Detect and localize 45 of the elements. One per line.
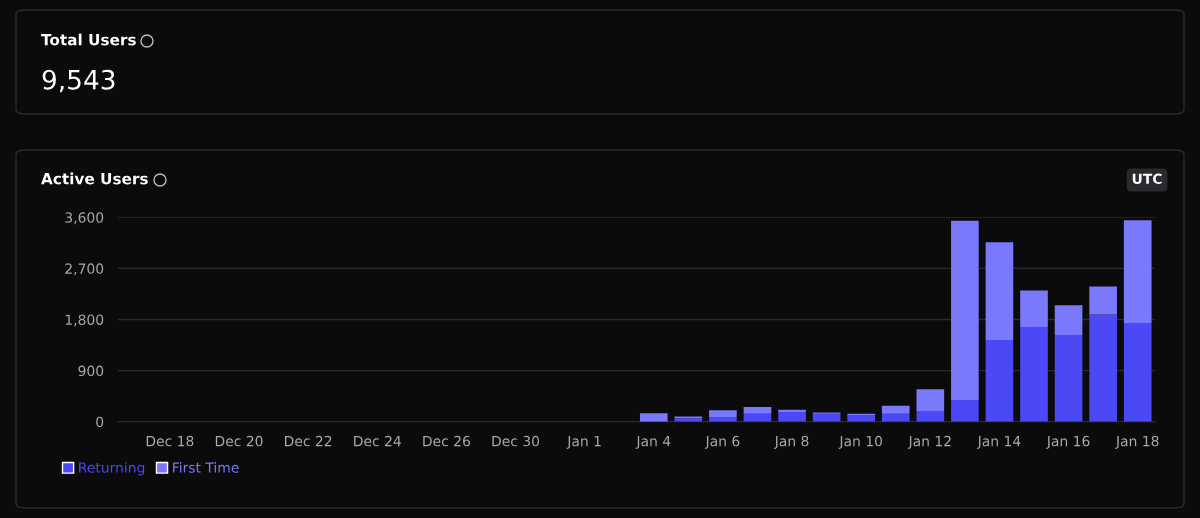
y-tick-label: 3,600 [65, 212, 104, 225]
x-tick-label: Jan 1 [566, 436, 601, 449]
bar [1089, 314, 1117, 422]
bar [951, 220, 979, 401]
y-tick-label: 0 [96, 416, 104, 428]
bar [1123, 323, 1152, 422]
bar [881, 405, 910, 414]
bar [1020, 327, 1048, 422]
x-tick-label: Jan 8 [774, 435, 809, 449]
bar [639, 413, 668, 422]
bar [709, 410, 737, 418]
x-tick-label: Jan 16 [1046, 435, 1090, 449]
x-tick-label: Dec 26 [423, 435, 470, 447]
bar [985, 242, 1014, 340]
bar [951, 400, 979, 422]
x-tick-label: Jan 12 [907, 435, 951, 449]
legend-label: First Time [173, 462, 239, 473]
bar [778, 412, 806, 422]
x-tick-label: Dec 18 [146, 435, 194, 447]
bar [1123, 220, 1152, 324]
x-tick-label: Jan 18 [1115, 435, 1159, 449]
x-tick-label: Jan 4 [635, 436, 671, 449]
x-tick-label: Dec 20 [215, 435, 263, 447]
legend-label: Returning [79, 462, 145, 476]
x-tick-label: Jan 6 [704, 435, 740, 449]
x-tick-label: Dec 22 [285, 435, 332, 447]
bar [1020, 290, 1048, 328]
bar [916, 389, 945, 412]
x-tick-label: Jan 14 [976, 436, 1021, 449]
x-tick-label: Dec 30 [492, 435, 540, 447]
chart-title: Active Users [41, 172, 148, 185]
x-tick-label: Jan 10 [838, 435, 883, 449]
y-tick-label: 1,800 [65, 314, 104, 327]
bar [1054, 335, 1083, 422]
bar [985, 339, 1014, 422]
bar [916, 411, 945, 422]
x-tick-label: Dec 24 [354, 435, 401, 447]
text: UTC [1132, 173, 1162, 185]
bar [1089, 286, 1117, 315]
y-tick-label: 900 [78, 365, 104, 377]
text: Total Users [41, 33, 136, 46]
bar [743, 406, 772, 414]
text: 9,543 [42, 69, 115, 93]
y-tick-label: 2,700 [65, 263, 104, 276]
bar [1054, 305, 1083, 336]
